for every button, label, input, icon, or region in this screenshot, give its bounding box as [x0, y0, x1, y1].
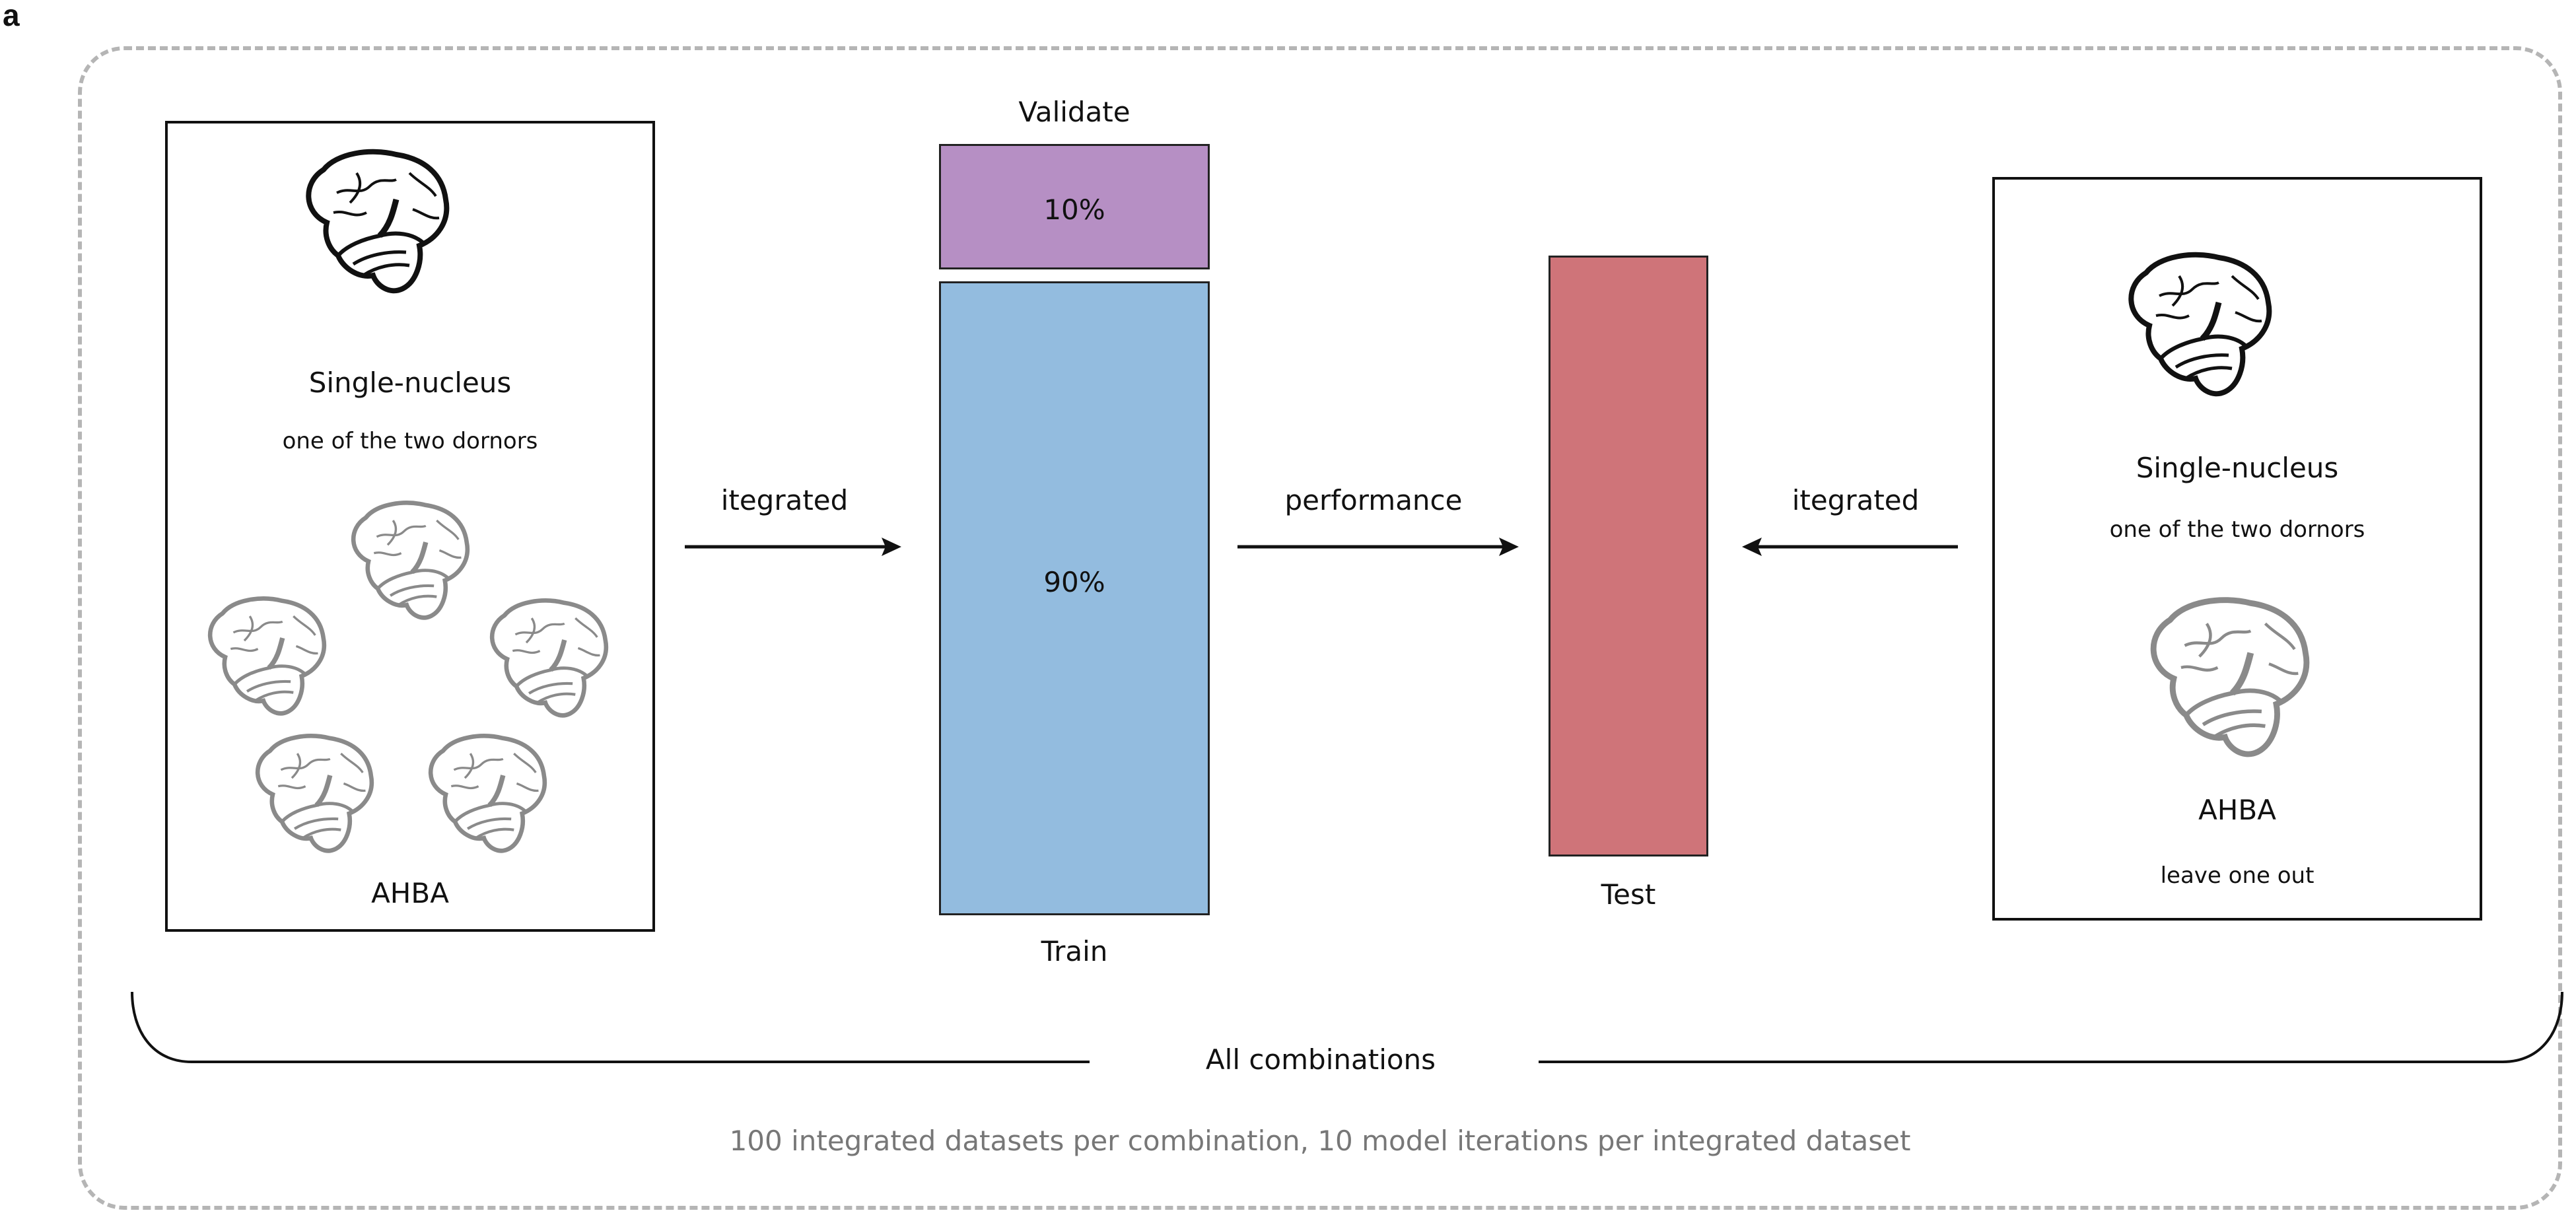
brain-icon	[2140, 594, 2318, 763]
right-box-bottom-label: AHBA	[2198, 794, 2276, 826]
right-arrow-label: itegrated	[1792, 484, 1920, 516]
brain-icon	[421, 732, 553, 857]
middle-arrow-label: performance	[1284, 484, 1463, 516]
footer-note: 100 integrated datasets per combination,…	[729, 1125, 1911, 1157]
test-label: Test	[1601, 878, 1656, 911]
left-box-bottom-label: AHBA	[371, 877, 449, 909]
brain-icon	[200, 594, 332, 720]
brain-icon	[297, 147, 456, 298]
right-box-bottom-sublabel: leave one out	[2160, 862, 2315, 889]
left-arrow	[685, 538, 901, 556]
outer-dashed-frame	[78, 46, 2562, 1210]
train-pct: 90%	[1043, 566, 1105, 598]
validate-label: Validate	[1018, 96, 1131, 128]
brain-icon	[248, 732, 380, 857]
left-box-subtitle: one of the two dornors	[282, 428, 538, 454]
brain-icon	[2120, 250, 2278, 402]
brain-icon	[343, 499, 475, 624]
left-box-title: Single-nucleus	[308, 367, 512, 399]
panel-letter: a	[3, 0, 20, 32]
validate-pct: 10%	[1043, 193, 1105, 226]
right-box-subtitle: one of the two dornors	[2109, 516, 2365, 543]
all-combinations-bracket	[131, 991, 2563, 1063]
test-bar	[1549, 256, 1708, 856]
bracket-label: All combinations	[1205, 1043, 1436, 1076]
brain-icon	[482, 596, 614, 722]
left-arrow-label: itegrated	[720, 484, 849, 516]
right-box-title: Single-nucleus	[2136, 452, 2339, 484]
train-bar	[939, 281, 1210, 915]
middle-arrow	[1237, 538, 1519, 556]
validate-bar	[939, 144, 1210, 269]
right-arrow	[1742, 538, 1958, 556]
train-label: Train	[1041, 935, 1108, 967]
